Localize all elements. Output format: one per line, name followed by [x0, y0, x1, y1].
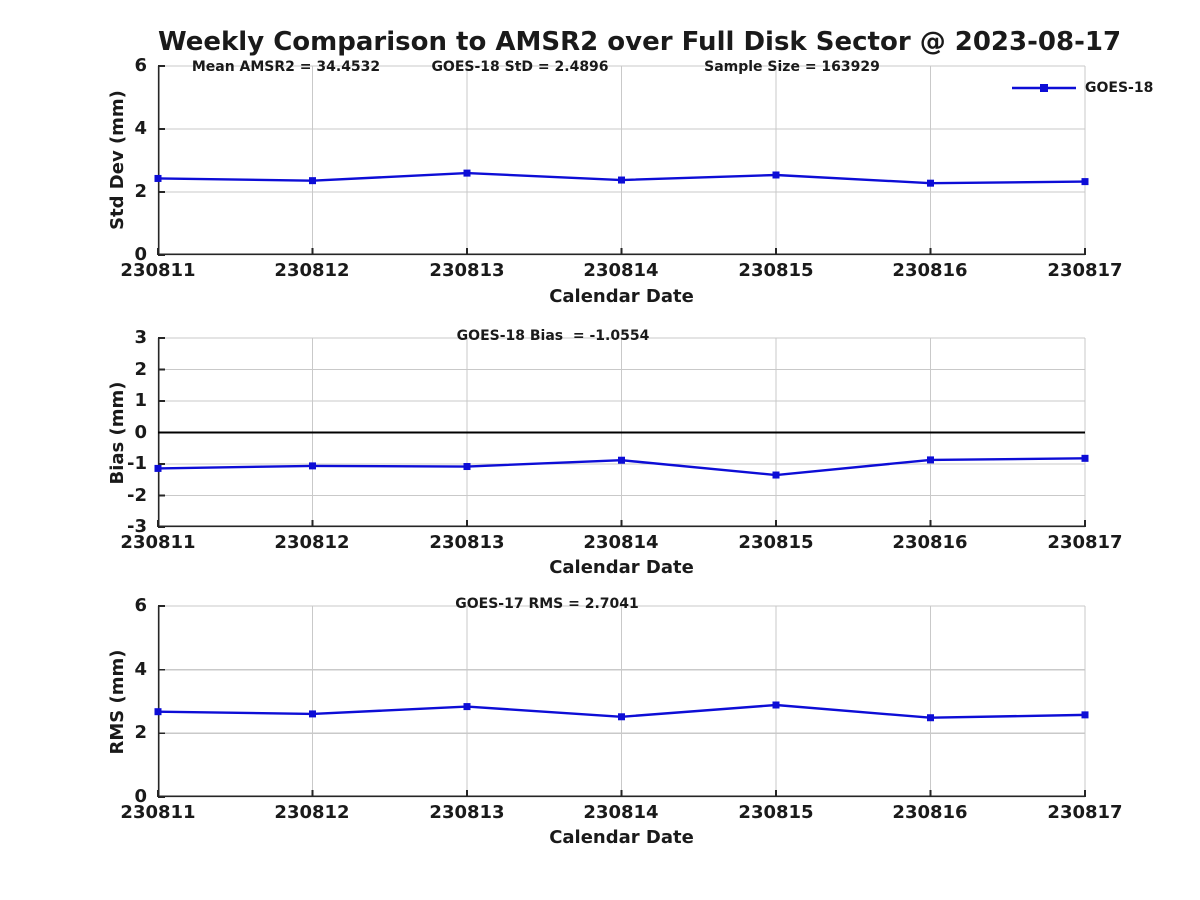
y-tick-label: -2	[127, 484, 147, 506]
y-tick-label: -3	[127, 516, 147, 537]
rms-plot-area	[154, 605, 1089, 798]
x-tick-label: 230817	[1047, 802, 1123, 823]
stddev-plot-area	[154, 65, 1089, 256]
y-tick-label: 2	[134, 722, 147, 744]
x-tick-label: 230811	[120, 532, 196, 553]
annotation-goes18-bias: GOES-18 Bias = -1.0554	[456, 328, 650, 344]
annotation-mean-amsr2: Mean AMSR2 = 34.4532	[191, 59, 381, 75]
x-tick-label: 230815	[738, 802, 814, 823]
x-tick-label: 230817	[1047, 532, 1123, 553]
legend-label: GOES-18	[1085, 80, 1154, 96]
y-tick-label: 0	[134, 786, 147, 807]
x-tick-label: 230812	[274, 802, 350, 823]
x-tick-label: 230816	[892, 260, 968, 281]
x-tick-label: 230813	[429, 532, 505, 553]
y-tick-label: 0	[134, 244, 147, 265]
x-axis-label: Calendar Date	[549, 557, 694, 578]
y-tick-label: 0	[134, 421, 147, 443]
legend: GOES-18	[1012, 78, 1153, 98]
y-tick-label: 3	[134, 327, 147, 348]
x-tick-label: 230812	[274, 260, 350, 281]
x-tick-label: 230816	[892, 802, 968, 823]
annotation-sample-size: Sample Size = 163929	[704, 59, 880, 75]
y-tick-label: -1	[127, 453, 147, 474]
y-tick-label: 2	[134, 358, 147, 380]
x-tick-label: 230813	[429, 802, 505, 823]
x-tick-label: 230814	[583, 532, 659, 553]
x-tick-label: 230812	[274, 532, 350, 553]
x-axis-label: Calendar Date	[549, 827, 694, 848]
x-axis-label: Calendar Date	[549, 286, 694, 307]
x-tick-label: 230815	[738, 532, 814, 553]
y-tick-label: 4	[134, 658, 147, 680]
x-tick-label: 230813	[429, 260, 505, 281]
y-tick-label: 2	[134, 181, 147, 202]
annotation-goes17-rms: GOES-17 RMS = 2.7041	[455, 596, 639, 612]
x-tick-label: 230814	[583, 260, 659, 281]
bias-plot-area	[154, 337, 1089, 528]
y-axis-label: Std Dev (mm)	[107, 90, 128, 230]
x-tick-label: 230816	[892, 532, 968, 553]
x-tick-label: 230814	[583, 802, 659, 823]
y-tick-label: 1	[134, 390, 147, 411]
y-tick-label: 4	[134, 118, 147, 139]
y-axis-label: Bias (mm)	[107, 381, 128, 484]
y-tick-label: 6	[134, 595, 147, 616]
y-tick-label: 6	[134, 55, 147, 76]
x-tick-label: 230811	[120, 802, 196, 823]
y-axis-label: RMS (mm)	[107, 649, 128, 754]
x-tick-label: 230815	[738, 260, 814, 281]
x-tick-label: 230811	[120, 260, 196, 281]
annotation-goes18-std: GOES-18 StD = 2.4896	[431, 59, 609, 75]
x-tick-label: 230817	[1047, 260, 1123, 281]
figure-title: Weekly Comparison to AMSR2 over Full Dis…	[158, 27, 1122, 57]
legend-line-sample-icon	[1012, 84, 1076, 92]
